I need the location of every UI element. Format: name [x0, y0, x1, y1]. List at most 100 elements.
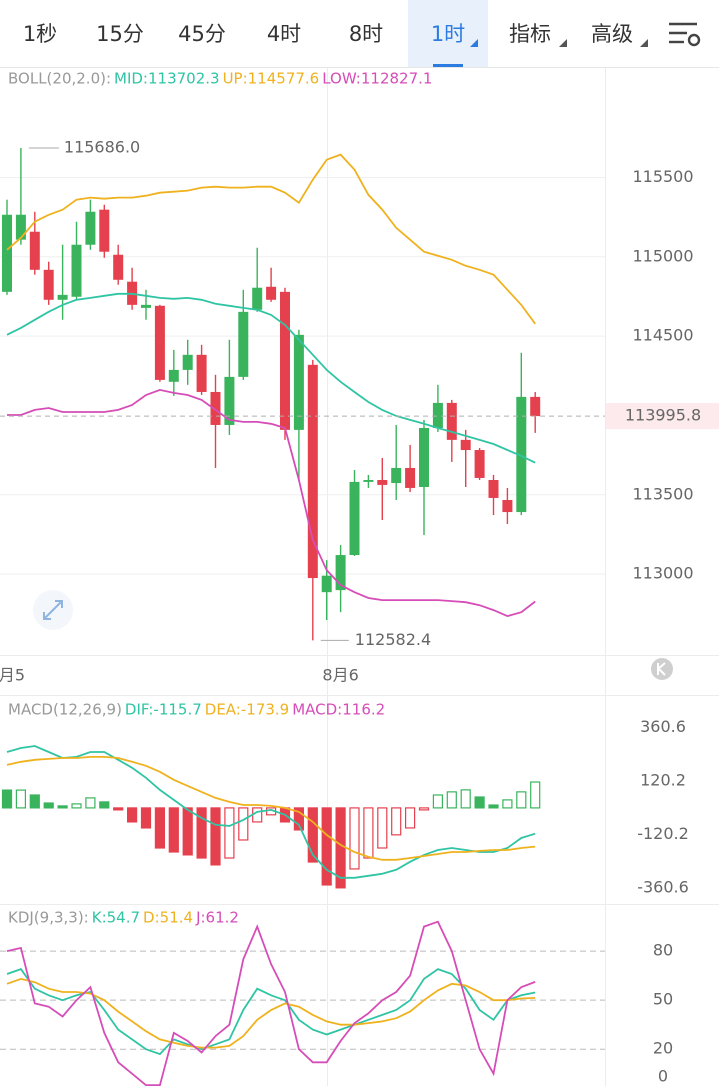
settings-icon[interactable]	[669, 22, 701, 47]
tab[interactable]: 1时	[431, 22, 465, 46]
indicator-line	[6, 292, 536, 464]
kdj-panel: 0 20 50 80 KDJ(9,3,3): K:54.7 D:51.4 J:61.2	[0, 909, 673, 1086]
legend-entry: BOLL(20,2.0):	[8, 70, 111, 88]
candle-body	[405, 467, 416, 488]
candle-body	[446, 402, 457, 440]
candle-body	[432, 402, 443, 428]
candle-body	[99, 209, 110, 252]
tab[interactable]: 1秒	[23, 22, 57, 46]
current-price-label: 113995.8	[625, 406, 701, 425]
macd-bar	[126, 807, 138, 823]
macd-bar	[321, 807, 332, 886]
macd-bar	[432, 794, 443, 809]
macd-bar	[474, 796, 485, 809]
macd-bar	[15, 789, 26, 809]
macd-bar	[140, 807, 152, 829]
macd-bar	[502, 799, 513, 809]
macd-bar	[71, 803, 82, 809]
tab[interactable]: 高级	[591, 22, 633, 46]
macd-bar	[307, 807, 318, 863]
dropdown-arrow	[470, 39, 478, 47]
macd-bar	[224, 807, 235, 859]
legend-entry: J:61.2	[195, 909, 239, 927]
candle-body	[71, 244, 82, 297]
y-tick-label: 360.6	[640, 717, 686, 736]
candle-body	[57, 294, 68, 300]
tab[interactable]: 15分	[96, 22, 144, 46]
macd-bar	[182, 807, 193, 856]
indicator-line	[6, 977, 536, 1049]
max-label: 115686.0	[64, 137, 140, 156]
tab[interactable]: 45分	[178, 22, 226, 46]
y-tick-label: 0	[658, 1067, 668, 1086]
tab[interactable]: 指标	[509, 22, 551, 46]
candle-body	[141, 304, 151, 308]
macd-bar	[99, 801, 110, 809]
macd-bar	[391, 807, 402, 836]
legend-entry: D:51.4	[143, 909, 193, 927]
tab[interactable]: 4时	[267, 22, 301, 46]
candle-body	[502, 500, 513, 513]
candle-body	[474, 450, 485, 478]
macd-bar	[43, 802, 54, 809]
macd-bar	[238, 807, 249, 841]
candle-body	[15, 214, 26, 240]
candle-body	[419, 427, 429, 487]
tab-bar	[0, 0, 719, 68]
y-tick-label: 113000	[632, 564, 693, 583]
candle-body	[252, 287, 263, 310]
candle-body	[377, 480, 388, 485]
macd-bar	[488, 804, 499, 809]
candle-body	[460, 439, 471, 451]
candle-body	[85, 211, 96, 245]
y-tick-label: -120.2	[637, 824, 689, 843]
macd-bar	[293, 807, 304, 831]
legend-entry: K:54.7	[92, 909, 140, 927]
macd-bar	[57, 805, 68, 809]
indicator-line	[6, 920, 536, 1086]
dropdown-arrow	[559, 39, 567, 47]
candle-body	[293, 334, 304, 430]
candle-body	[2, 214, 12, 292]
y-tick-label: 20	[653, 1039, 673, 1058]
tab[interactable]: 8时	[349, 22, 383, 46]
macd-bar	[168, 807, 179, 853]
indicator-line	[6, 745, 536, 879]
candle-body	[196, 354, 207, 392]
macd-bar	[252, 807, 263, 823]
macd-bar	[1, 789, 13, 809]
candle-body	[238, 311, 249, 377]
current-price-bg	[606, 403, 719, 430]
candle-body	[516, 396, 527, 513]
macd-bar	[113, 807, 124, 811]
macd-bar	[363, 807, 374, 859]
candle-body	[307, 364, 318, 579]
active-tab-indicator	[433, 64, 463, 67]
macd-bar	[446, 791, 457, 809]
candle-body	[530, 396, 541, 417]
candle-body	[349, 481, 360, 556]
y-tick-label: 113500	[632, 484, 693, 503]
candle-body	[488, 480, 499, 498]
tabs: 1秒 15分 45分 4时 8时 1时 指标 高级	[23, 22, 633, 46]
expand-icon[interactable]	[33, 590, 73, 630]
plot-area	[1, 745, 541, 889]
legend-entry: MACD(12,26,9)	[8, 701, 122, 719]
legend-entry: LOW:112827.1	[322, 70, 432, 88]
candle-body	[266, 286, 277, 300]
dropdown-arrow	[640, 39, 648, 47]
candle-body	[224, 376, 235, 425]
legend-entry: KDJ(9,3,3):	[8, 909, 89, 927]
legend-entry: MID:113702.3	[114, 70, 220, 88]
macd-bar	[196, 807, 207, 859]
macd-panel: 360.6 120.2 -120.2 -360.6 MACD(12,26,9) DIF:-…	[1, 701, 689, 897]
plot-area	[0, 147, 605, 641]
k-button[interactable]	[651, 658, 673, 680]
y-tick-label: 114500	[632, 326, 693, 345]
macd-bar	[418, 807, 430, 811]
min-label: 112582.4	[355, 630, 431, 649]
macd-bar	[29, 794, 40, 809]
legend-entry: UP:114577.6	[223, 70, 320, 88]
